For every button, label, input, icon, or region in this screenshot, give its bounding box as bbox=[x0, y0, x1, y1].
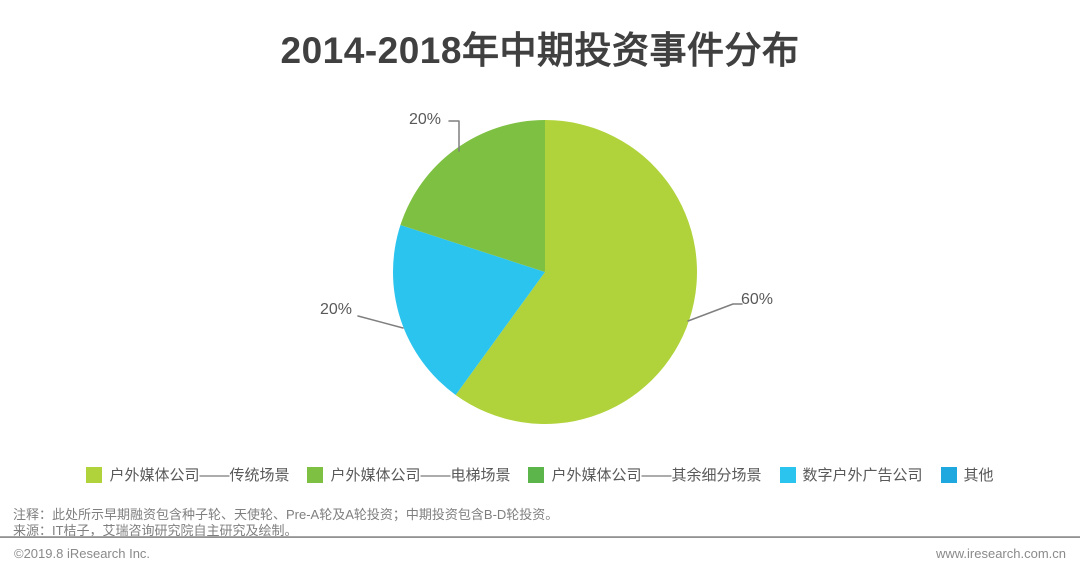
legend-item-elevator: 户外媒体公司——电梯场景 bbox=[307, 464, 510, 485]
legend-item-digital: 数字户外广告公司 bbox=[779, 464, 923, 485]
chart-title: 2014-2018年中期投资事件分布 bbox=[280, 30, 800, 71]
legend: 户外媒体公司——传统场景 户外媒体公司——电梯场景 户外媒体公司——其余细分场景… bbox=[0, 464, 1080, 485]
pie-label-elevator: 20% bbox=[409, 111, 442, 128]
footer-website: www.iresearch.com.cn bbox=[935, 546, 1066, 561]
leader-line-right bbox=[687, 303, 743, 322]
footer-divider bbox=[0, 536, 1080, 538]
note-source: 来源：IT桔子，艾瑞咨询研究院自主研究及绘制。 bbox=[13, 523, 298, 538]
legend-swatch bbox=[779, 466, 796, 483]
legend-item-other-scenes: 户外媒体公司——其余细分场景 bbox=[528, 464, 762, 485]
legend-label: 数字户外广告公司 bbox=[802, 467, 923, 484]
legend-swatch bbox=[940, 466, 957, 483]
leader-line-left bbox=[357, 315, 404, 329]
pie-slice bbox=[393, 225, 545, 395]
legend-item-traditional: 户外媒体公司——传统场景 bbox=[86, 464, 289, 485]
legend-label: 其他 bbox=[963, 467, 994, 484]
legend-label: 户外媒体公司——传统场景 bbox=[109, 467, 290, 484]
pie-label-traditional: 60% bbox=[741, 291, 774, 308]
pie-label-digital: 20% bbox=[320, 301, 353, 318]
note-annotation: 注释：此处所示早期融资包含种子轮、天使轮、Pre-A轮及A轮投资；中期投资包含B… bbox=[13, 507, 559, 522]
legend-swatch bbox=[86, 466, 103, 483]
legend-item-others: 其他 bbox=[940, 464, 994, 485]
legend-label: 户外媒体公司——电梯场景 bbox=[330, 467, 511, 484]
pie-slices bbox=[393, 120, 697, 424]
legend-swatch bbox=[528, 466, 545, 483]
leader-lines bbox=[357, 120, 743, 329]
legend-swatch bbox=[307, 466, 324, 483]
legend-label: 户外媒体公司——其余细分场景 bbox=[551, 467, 762, 484]
pie-slice bbox=[455, 120, 697, 424]
pie-slice bbox=[400, 120, 545, 272]
leader-line-top bbox=[448, 120, 460, 152]
footer-copyright: ©2019.8 iResearch Inc. bbox=[14, 546, 151, 561]
